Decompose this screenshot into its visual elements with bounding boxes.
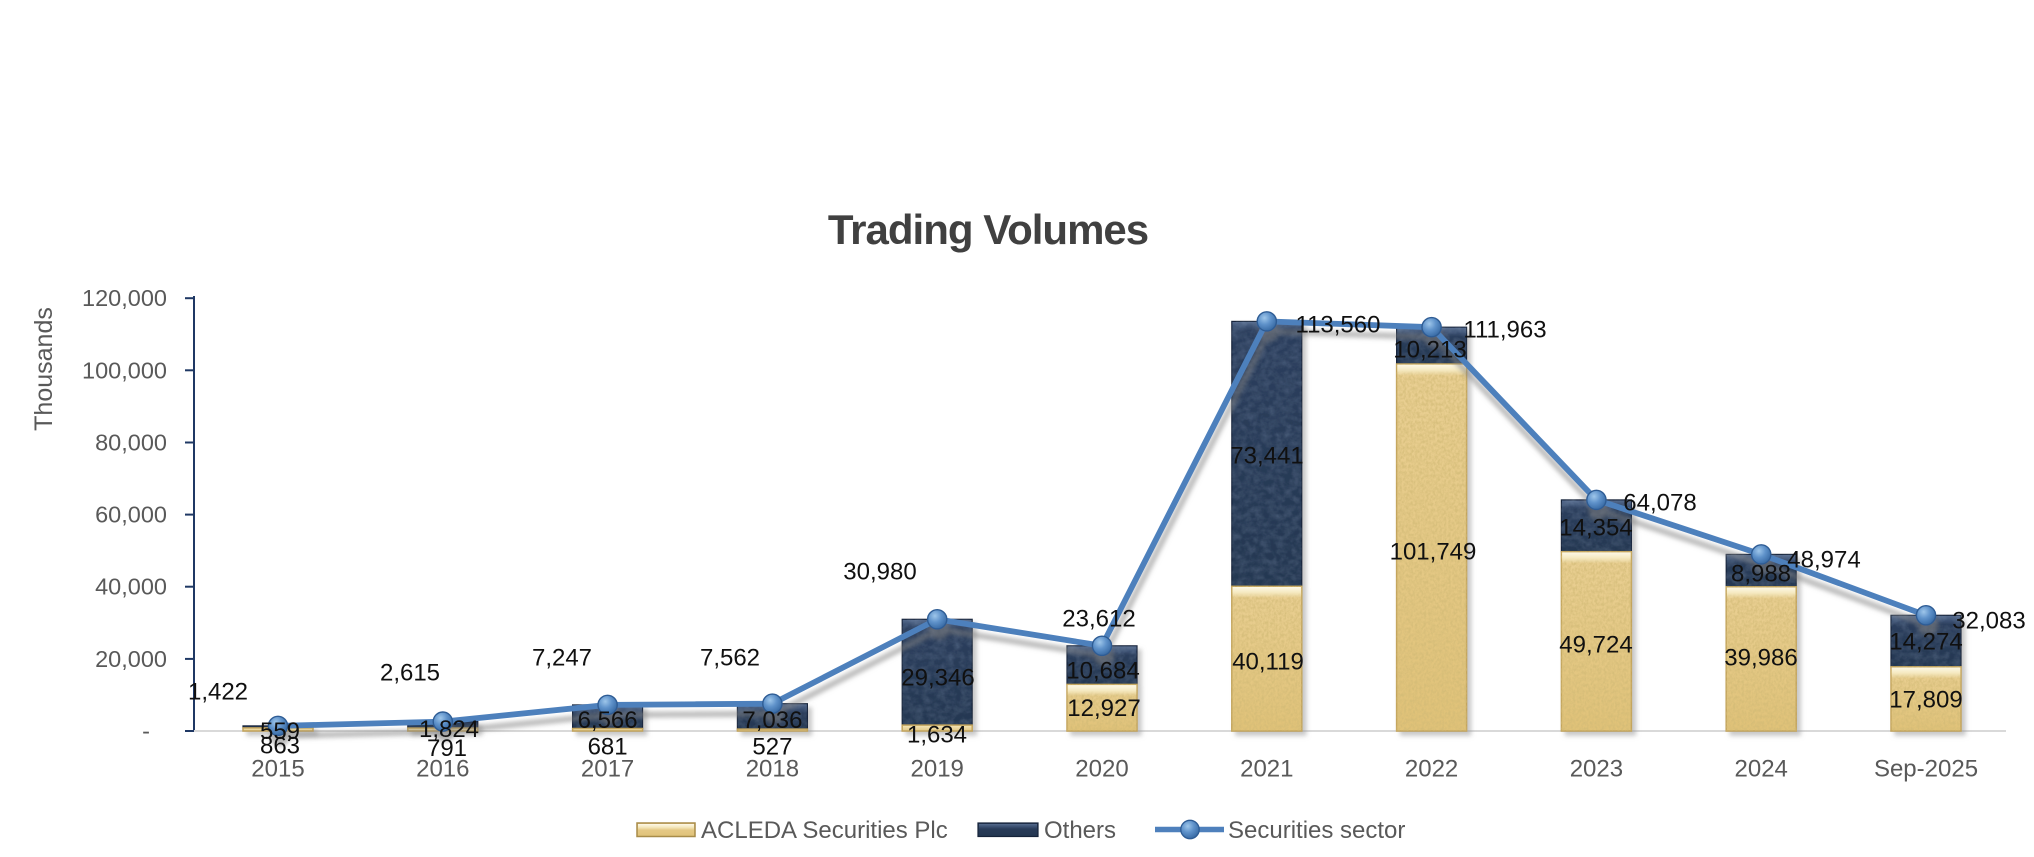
svg-text:681: 681: [588, 734, 628, 761]
svg-text:Others: Others: [1044, 817, 1116, 844]
svg-text:2020: 2020: [1075, 756, 1128, 783]
svg-text:2023: 2023: [1570, 756, 1623, 783]
svg-text:1,422: 1,422: [188, 679, 248, 706]
svg-text:2015: 2015: [251, 756, 304, 783]
svg-text:2,615: 2,615: [380, 660, 440, 687]
svg-text:2017: 2017: [581, 756, 634, 783]
svg-text:2021: 2021: [1240, 756, 1293, 783]
svg-text:7,562: 7,562: [700, 645, 760, 672]
svg-text:120,000: 120,000: [82, 285, 167, 311]
svg-text:791: 791: [427, 735, 467, 762]
svg-text:29,346: 29,346: [901, 665, 974, 692]
svg-text:10,684: 10,684: [1066, 658, 1139, 685]
svg-text:2022: 2022: [1405, 756, 1458, 783]
svg-text:6,566: 6,566: [578, 707, 638, 734]
svg-text:1,824: 1,824: [419, 716, 479, 743]
svg-text:14,354: 14,354: [1559, 515, 1632, 542]
svg-text:20,000: 20,000: [95, 646, 167, 672]
svg-text:8,988: 8,988: [1731, 561, 1791, 588]
svg-text:39,986: 39,986: [1724, 645, 1797, 672]
svg-text:2019: 2019: [911, 756, 964, 783]
svg-text:40,000: 40,000: [95, 574, 167, 600]
svg-text:40,119: 40,119: [1232, 649, 1304, 676]
svg-text:30,980: 30,980: [843, 559, 916, 586]
svg-text:32,083: 32,083: [1952, 608, 2025, 635]
svg-text:49,724: 49,724: [1559, 632, 1632, 659]
svg-text:48,974: 48,974: [1787, 547, 1860, 574]
svg-text:12,927: 12,927: [1067, 695, 1140, 722]
svg-text:113,560: 113,560: [1296, 312, 1381, 339]
svg-text:10,213: 10,213: [1393, 337, 1466, 364]
svg-text:2024: 2024: [1735, 756, 1788, 783]
svg-text:ACLEDA Securities Plc: ACLEDA Securities Plc: [701, 817, 948, 844]
svg-text:80,000: 80,000: [95, 430, 167, 456]
svg-text:23,612: 23,612: [1062, 606, 1135, 633]
svg-text:Thousands: Thousands: [30, 307, 58, 431]
svg-text:7,036: 7,036: [742, 707, 802, 734]
svg-text:-: -: [142, 718, 150, 744]
svg-text:101,749: 101,749: [1390, 539, 1477, 566]
svg-text:60,000: 60,000: [95, 502, 167, 528]
svg-text:2016: 2016: [416, 756, 469, 783]
svg-text:Securities sector: Securities sector: [1228, 817, 1405, 844]
svg-text:111,963: 111,963: [1463, 317, 1546, 344]
svg-text:Sep-2025: Sep-2025: [1874, 756, 1978, 783]
svg-text:14,274: 14,274: [1889, 629, 1962, 656]
svg-text:527: 527: [752, 734, 792, 761]
svg-text:1,634: 1,634: [907, 722, 967, 749]
svg-text:7,247: 7,247: [532, 645, 592, 672]
svg-text:100,000: 100,000: [82, 357, 167, 383]
svg-text:Trading Volumes: Trading Volumes: [828, 206, 1148, 253]
svg-text:2018: 2018: [746, 756, 799, 783]
svg-text:73,441: 73,441: [1230, 443, 1303, 470]
svg-text:64,078: 64,078: [1623, 490, 1696, 517]
svg-text:863: 863: [260, 733, 300, 760]
svg-text:559: 559: [260, 718, 300, 745]
svg-text:17,809: 17,809: [1889, 687, 1962, 714]
